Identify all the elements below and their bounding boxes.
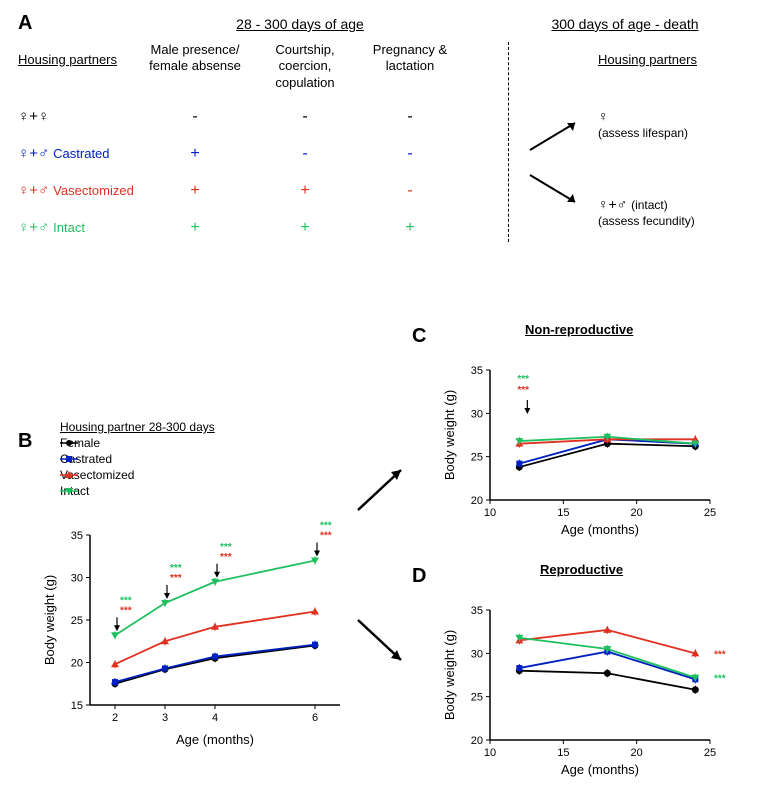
svg-text:30: 30 xyxy=(71,573,83,585)
row-1-cell-2: - xyxy=(400,145,420,163)
death-range-header: 300 days of age - death xyxy=(520,16,730,34)
row-1-cell-1: - xyxy=(295,145,315,163)
svg-text:25: 25 xyxy=(71,615,83,627)
svg-text:30: 30 xyxy=(471,648,483,660)
panel-a-label: A xyxy=(18,12,32,35)
svg-text:20: 20 xyxy=(631,507,643,519)
svg-text:***: *** xyxy=(714,674,726,685)
svg-text:35: 35 xyxy=(471,365,483,377)
legend-title: Housing partner 28-300 days xyxy=(60,420,215,434)
svg-text:25: 25 xyxy=(471,452,483,464)
svg-text:4: 4 xyxy=(212,712,218,724)
svg-text:25: 25 xyxy=(704,747,716,759)
legend-item-2: Vasectomized xyxy=(60,468,215,482)
age-range-header: 28 - 300 days of age xyxy=(195,16,405,34)
right-opt2-extra: (intact) xyxy=(631,198,668,212)
svg-text:15: 15 xyxy=(557,507,569,519)
svg-text:Body weight (g): Body weight (g) xyxy=(442,630,457,720)
right-housing-header: Housing partners xyxy=(598,52,697,68)
svg-text:***: *** xyxy=(320,531,332,542)
svg-text:***: *** xyxy=(220,552,232,563)
row-1-cell-0: + xyxy=(185,145,205,163)
svg-text:2: 2 xyxy=(112,712,118,724)
svg-text:20: 20 xyxy=(471,735,483,747)
row-0-cell-1: - xyxy=(295,108,315,126)
svg-text:10: 10 xyxy=(484,507,496,519)
row-1-label: ♀+♂ Castrated xyxy=(18,145,110,162)
svg-text:15: 15 xyxy=(71,700,83,712)
legend-item-1: Castrated xyxy=(60,452,215,466)
svg-text:10: 10 xyxy=(484,747,496,759)
svg-text:25: 25 xyxy=(704,507,716,519)
svg-text:35: 35 xyxy=(471,605,483,617)
chart-d: 20 25 30 35 10 15 20 25 Age (months) Body weight … xyxy=(440,580,740,780)
svg-text:20: 20 xyxy=(471,495,483,507)
panel-b-label: B xyxy=(18,430,32,453)
svg-text:Body weight (g): Body weight (g) xyxy=(442,390,457,480)
row-3-cell-1: + xyxy=(295,219,315,237)
svg-text:20: 20 xyxy=(631,747,643,759)
svg-text:***: *** xyxy=(170,573,182,584)
legend-item-0: Female xyxy=(60,436,215,450)
chart-c: 20 25 30 35 10 15 20 25 Age (months) Body weight … xyxy=(440,340,740,540)
svg-text:***: *** xyxy=(120,605,132,616)
col2-header: Courtship,coercion,copulation xyxy=(260,42,350,91)
svg-text:15: 15 xyxy=(557,747,569,759)
row-2-cell-0: + xyxy=(185,182,205,200)
col3-header: Pregnancy &lactation xyxy=(360,42,460,75)
chart-b: 15 20 25 30 35 2 3 4 6 Age (months) Body weight (g… xyxy=(40,490,350,750)
arrow-b-to-d xyxy=(353,610,413,670)
row-0-label: ♀+♀ xyxy=(18,108,49,125)
svg-text:Age (months): Age (months) xyxy=(561,762,639,777)
svg-text:Age (months): Age (months) xyxy=(561,522,639,537)
right-opt1-symbol: ♀ xyxy=(598,108,609,124)
right-opt1-text: (assess lifespan) xyxy=(598,126,688,140)
svg-text:Body weight (g): Body weight (g) xyxy=(42,575,57,665)
row-3-label: ♀+♂ Intact xyxy=(18,219,85,236)
row-2-cell-1: + xyxy=(295,182,315,200)
svg-text:6: 6 xyxy=(312,712,318,724)
svg-text:35: 35 xyxy=(71,530,83,542)
row-0-cell-0: - xyxy=(185,108,205,126)
svg-text:***: *** xyxy=(517,385,529,396)
row-0-cell-2: - xyxy=(400,108,420,126)
svg-text:20: 20 xyxy=(71,658,83,670)
row-2-cell-2: - xyxy=(400,182,420,200)
row-3-cell-2: + xyxy=(400,219,420,237)
arrow-b-to-c xyxy=(353,460,413,520)
panel-c-title: Non-reproductive xyxy=(525,322,633,337)
svg-text:3: 3 xyxy=(162,712,168,724)
panel-d-title: Reproductive xyxy=(540,562,623,577)
svg-text:***: *** xyxy=(517,374,529,385)
svg-text:***: *** xyxy=(714,649,726,660)
svg-text:Age (months): Age (months) xyxy=(176,732,254,747)
right-opt2-symbol: ♀+♂ (intact) xyxy=(598,196,668,212)
right-opt2-text: (assess fecundity) xyxy=(598,214,695,228)
panel-c-label: C xyxy=(412,325,426,348)
housing-partners-header: Housing partners xyxy=(18,52,117,68)
arrow-down-right xyxy=(525,170,585,210)
dashed-separator xyxy=(508,42,509,242)
svg-text:25: 25 xyxy=(471,692,483,704)
row-2-label: ♀+♂ Vasectomized xyxy=(18,182,134,199)
panel-b-legend: Housing partner 28-300 days Female Castra… xyxy=(60,420,215,498)
panel-d-label: D xyxy=(412,565,426,588)
svg-text:30: 30 xyxy=(471,408,483,420)
right-opt2-sym: ♀+♂ xyxy=(598,196,627,212)
arrow-up-right xyxy=(525,115,585,155)
row-3-cell-0: + xyxy=(185,219,205,237)
col1-header: Male presence/female absense xyxy=(140,42,250,75)
